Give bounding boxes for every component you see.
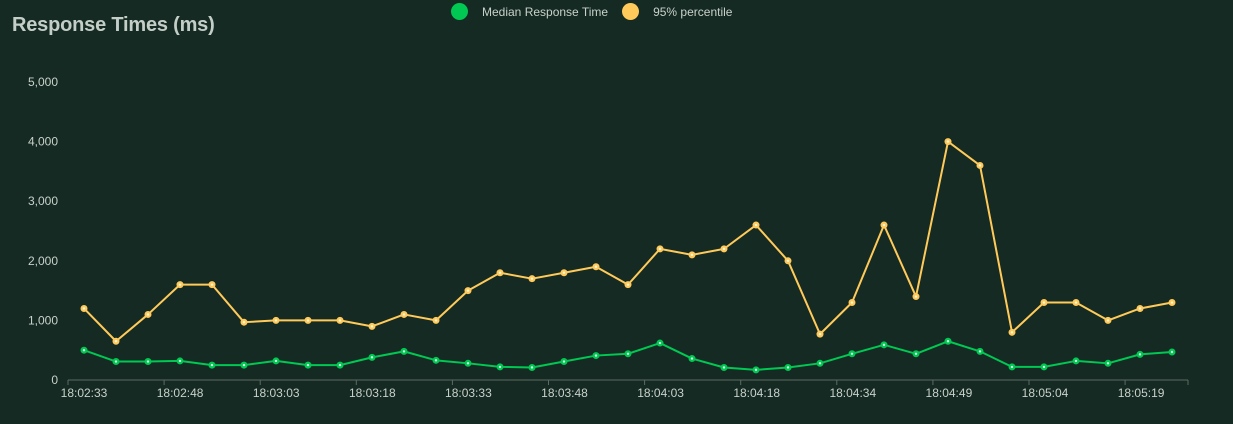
x-tick-label: 18:02:33 xyxy=(61,386,108,400)
y-tick-label: 4,000 xyxy=(28,135,58,149)
series-95-percentile xyxy=(80,138,1176,345)
series-layer xyxy=(80,138,1176,374)
chart-title: Response Times (ms) xyxy=(12,14,215,36)
x-tick-label: 18:03:33 xyxy=(445,386,492,400)
x-tick-label: 18:03:48 xyxy=(541,386,588,400)
x-axis: 18:02:33 18:02:48 18:03:03 18:03:18 18:03:33… xyxy=(61,379,1189,400)
x-tick-label: 18:04:03 xyxy=(637,386,684,400)
series-median-response-time xyxy=(80,337,1176,374)
x-tick-label: 18:04:34 xyxy=(829,386,876,400)
x-tick-label: 18:03:03 xyxy=(253,386,300,400)
x-tick-label: 18:04:18 xyxy=(733,386,780,400)
legend-label-p95: 95% percentile xyxy=(653,4,733,19)
y-tick-label: 1,000 xyxy=(28,313,58,327)
legend-swatch-median-icon xyxy=(451,3,468,20)
x-tick-label: 18:04:49 xyxy=(926,386,973,400)
y-axis: 0 1,000 2,000 3,000 4,000 5,000 xyxy=(28,75,58,387)
x-tick-label: 18:03:18 xyxy=(349,386,396,400)
x-tick-label: 18:05:19 xyxy=(1118,386,1165,400)
legend-item-median[interactable]: Median Response Time xyxy=(451,3,608,20)
x-tick-label: 18:05:04 xyxy=(1022,386,1069,400)
legend-swatch-p95-icon xyxy=(622,3,640,20)
legend-label-median: Median Response Time xyxy=(482,4,609,19)
chart-legend: Median Response Time 95% percentile xyxy=(451,3,746,20)
y-tick-label: 5,000 xyxy=(28,75,58,89)
y-tick-label: 0 xyxy=(51,373,58,387)
y-tick-label: 3,000 xyxy=(28,194,58,208)
y-tick-label: 2,000 xyxy=(28,254,58,268)
x-tick-label: 18:02:48 xyxy=(157,386,204,400)
legend-item-p95[interactable]: 95% percentile xyxy=(622,3,732,20)
